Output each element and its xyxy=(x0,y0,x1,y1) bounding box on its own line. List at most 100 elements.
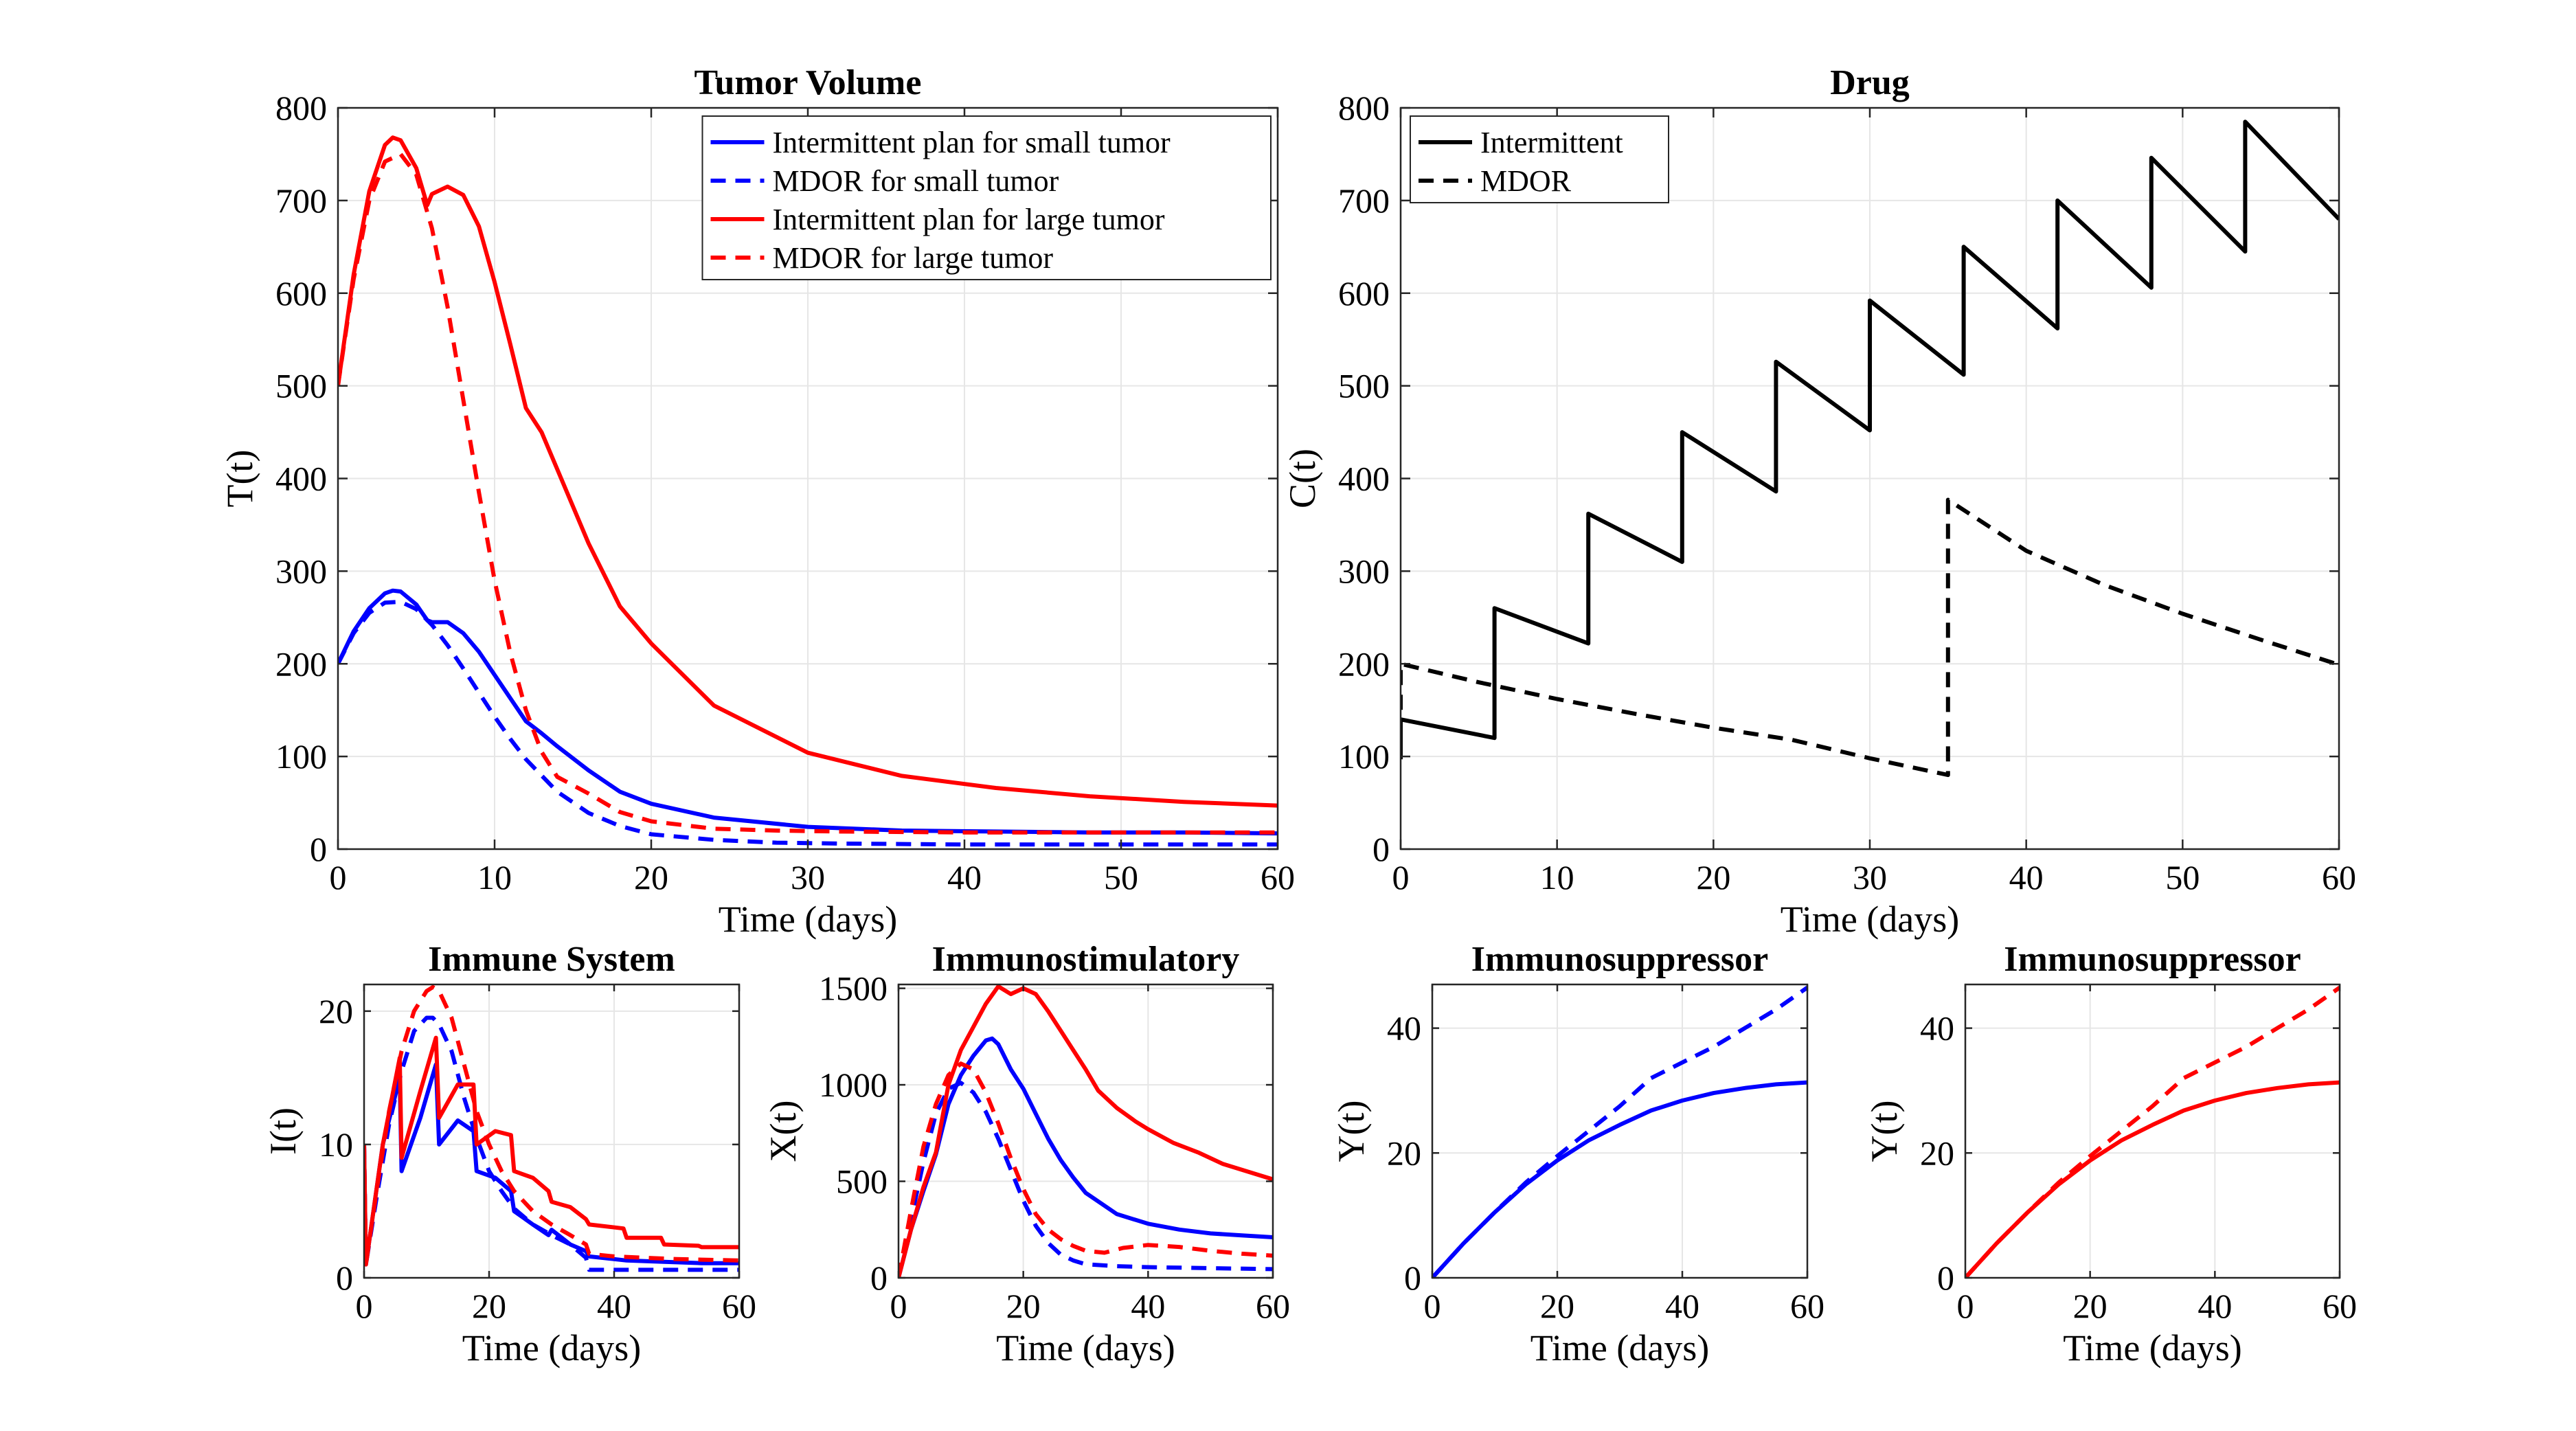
y-tick-label: 500 xyxy=(1338,367,1390,405)
y-tick-label: 400 xyxy=(1338,460,1390,498)
x-tick-label: 60 xyxy=(2323,1287,2357,1325)
series-group xyxy=(1965,986,2340,1278)
x-tick-label: 10 xyxy=(1540,858,1574,897)
y-tick-label: 20 xyxy=(319,992,353,1030)
panel-immune: 0 20 40 60 0 10 20 Immune System Time (days) I(t) xyxy=(262,940,756,1368)
x-tick-label: 20 xyxy=(1540,1287,1574,1325)
series-line-3 xyxy=(364,1035,739,1267)
series-line-3 xyxy=(899,984,1273,1278)
x-tick-label: 0 xyxy=(1392,858,1410,897)
y-tick-label: 500 xyxy=(836,1162,888,1201)
y-tick-label: 800 xyxy=(1338,89,1390,127)
x-axis-label: Time (days) xyxy=(996,1327,1175,1368)
series-group xyxy=(364,984,739,1272)
x-tick-label: 40 xyxy=(597,1287,631,1325)
axes-box xyxy=(1431,983,1809,1279)
panel-immunosupp-small: 0 20 40 60 0 20 40 Immunosuppressor Time (days) Y… xyxy=(1331,940,1824,1368)
series-group xyxy=(338,135,1278,847)
legend-label: MDOR xyxy=(1480,164,1572,198)
x-tick-label: 40 xyxy=(2009,858,2044,897)
y-tick-label: 700 xyxy=(1338,181,1390,220)
y-tick-label: 0 xyxy=(1404,1259,1421,1297)
y-tick-label: 0 xyxy=(1372,830,1390,868)
chart-title: Immunosuppressor xyxy=(2004,940,2301,979)
x-tick-label: 20 xyxy=(2073,1287,2108,1325)
x-tick-label: 20 xyxy=(634,858,668,897)
y-tick-label: 800 xyxy=(275,89,327,127)
x-tick-label: 20 xyxy=(472,1287,506,1325)
x-tick-label: 50 xyxy=(2165,858,2200,897)
y-tick-label: 40 xyxy=(1387,1009,1421,1048)
series-group xyxy=(1432,986,1807,1278)
x-axis-label: Time (days) xyxy=(1781,899,1960,940)
y-tick-label: 0 xyxy=(1937,1259,1954,1297)
x-tick-label: 50 xyxy=(1104,858,1138,897)
y-axis-label: Y(t) xyxy=(1331,1101,1372,1162)
x-axis-label: Time (days) xyxy=(1530,1327,1710,1368)
legend-label: Intermittent plan for large tumor xyxy=(773,203,1165,236)
panel-tumor: 0 10 20 30 40 50 600100200300400500600700800Tu… xyxy=(219,63,1295,940)
chart-title: Tumor Volume xyxy=(694,63,922,102)
series-group xyxy=(1401,120,2339,778)
x-tick-label: 40 xyxy=(1665,1287,1699,1325)
y-tick-label: 40 xyxy=(1920,1009,1954,1048)
legend-label: Intermittent xyxy=(1480,126,1623,159)
chart-title: Immunostimulatory xyxy=(932,940,1240,979)
plot-area xyxy=(1432,984,1807,1278)
series-line-2 xyxy=(1401,497,2339,778)
x-tick-label: 20 xyxy=(1006,1287,1041,1325)
x-tick-label: 60 xyxy=(1261,858,1295,897)
x-tick-label: 0 xyxy=(1424,1287,1441,1325)
legend-label: MDOR for large tumor xyxy=(773,241,1054,275)
series-line-2 xyxy=(1965,986,2340,1278)
y-tick-label: 700 xyxy=(275,181,327,220)
x-tick-label: 0 xyxy=(1957,1287,1974,1325)
y-tick-label: 300 xyxy=(1338,552,1390,590)
series-line-1 xyxy=(1965,1080,2340,1278)
panel-drug: 0 10 20 30 40 50 600100200300400500600700800Dr… xyxy=(1282,63,2356,940)
y-axis-label: C(t) xyxy=(1282,449,1323,508)
x-tick-label: 0 xyxy=(356,1287,373,1325)
series-line-2 xyxy=(338,599,1278,847)
y-tick-label: 20 xyxy=(1920,1134,1954,1172)
series-line-2 xyxy=(364,1015,739,1272)
legend-label: Intermittent plan for small tumor xyxy=(773,126,1171,159)
y-tick-label: 400 xyxy=(275,460,327,498)
plot-area xyxy=(899,984,1273,1278)
axes-box xyxy=(363,983,741,1279)
legend-box xyxy=(701,115,1272,280)
y-axis-label: I(t) xyxy=(262,1107,304,1155)
legend: Intermittent plan for small tumor MDOR fo… xyxy=(701,115,1272,280)
series-line-1 xyxy=(1432,1080,1807,1278)
y-tick-label: 1000 xyxy=(819,1066,888,1104)
x-tick-label: 60 xyxy=(722,1287,756,1325)
x-tick-label: 60 xyxy=(1790,1287,1824,1325)
y-axis-label: X(t) xyxy=(762,1101,804,1162)
series-line-1 xyxy=(899,1036,1273,1278)
x-tick-label: 40 xyxy=(2197,1287,2232,1325)
y-tick-label: 1500 xyxy=(819,969,888,1008)
y-tick-label: 0 xyxy=(870,1259,888,1297)
x-tick-label: 60 xyxy=(1256,1287,1290,1325)
y-axis-label: T(t) xyxy=(219,450,260,508)
x-tick-label: 40 xyxy=(947,858,982,897)
x-tick-label: 0 xyxy=(890,1287,907,1325)
x-axis-label: Time (days) xyxy=(2063,1327,2242,1368)
y-tick-label: 100 xyxy=(275,737,327,776)
series-line-1 xyxy=(338,588,1278,836)
legend-box xyxy=(1410,115,1669,203)
chart-title: Immunosuppressor xyxy=(1471,940,1768,979)
y-tick-label: 10 xyxy=(319,1125,353,1164)
plot-area xyxy=(1965,984,2340,1278)
x-tick-label: 60 xyxy=(2322,858,2356,897)
series-line-4 xyxy=(364,984,739,1267)
y-tick-label: 0 xyxy=(336,1259,353,1297)
panel-immunostim: 0 20 40 60 0 500 1000 1500 Immunostimulatory Time… xyxy=(762,940,1290,1368)
axes-box xyxy=(897,983,1274,1279)
x-tick-label: 10 xyxy=(477,858,512,897)
legend-label: MDOR for small tumor xyxy=(773,164,1059,198)
y-tick-label: 300 xyxy=(275,552,327,590)
panel-immunosupp-large: 0 20 40 60 0 20 40 Immunosuppressor Time (days) Y… xyxy=(1864,940,2357,1368)
series-line-2 xyxy=(899,1081,1273,1278)
